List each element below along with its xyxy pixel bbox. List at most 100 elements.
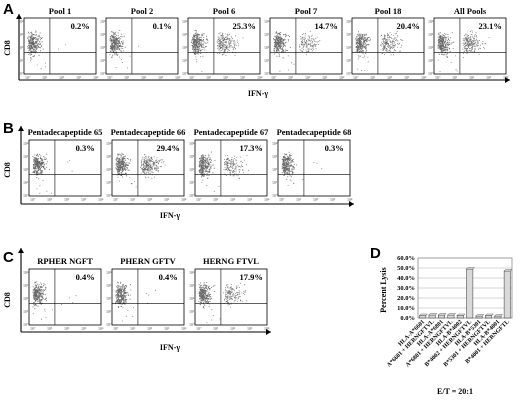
y-tick-label: 10⁴ [189,141,195,146]
x-tick-label: 10¹ [288,75,294,80]
plot-title: Pool 2 [131,6,153,16]
x-tick-label: 10¹ [213,326,219,331]
y-tick-label: 10¹ [18,58,24,63]
x-axis-label: IFN-γ [160,211,180,220]
x-tick-label: 10¹ [42,75,48,80]
y-tick-label: 10⁴ [264,19,270,24]
x-tick-label: 10³ [247,326,253,331]
x-tick-label: 10³ [164,326,170,331]
y-tick-label: 10¹ [346,58,352,63]
x-tick-label: 10² [64,326,70,331]
plot-title: Pentadecapeptide 68 [277,127,352,137]
x-tick-label: 10° [279,197,285,202]
x-tick-label: 10² [313,197,319,202]
y-tick-label: 10³ [106,154,112,159]
bar [494,315,502,319]
x-tick-label: 10⁴ [181,197,187,202]
panel-c: C RPHER NGFT10°10°10¹10¹10²10²10³10³10⁴10… [3,248,271,352]
x-tick-label: 10² [305,75,311,80]
x-tick-label: 10⁴ [264,326,270,331]
flow-plot-b-3: 10°10° 10¹ 10¹ 10² 10² 10³ 10³ 10⁴ 10⁴ [272,139,353,202]
x-tick-label: 10° [30,326,36,331]
bar [485,315,492,319]
x-tick-label: 10² [387,75,393,80]
flow-plot-a-2: 10°10° 10¹ 10¹ 10² 10² 10³ 10³ 10⁴ 10⁴ [182,17,263,80]
quadrant-percent: 0.4% [76,272,95,282]
arrow-head-icon [18,126,24,131]
x-tick-label: 10³ [404,75,410,80]
panel-b: B Pentadecapeptide 6510°10°10¹10¹10²10²10… [3,120,354,220]
y-tick-label: 10° [23,322,29,327]
plot-title: Pentadecapeptide 65 [28,127,103,137]
x-tick-label: 10⁴ [181,326,187,331]
y-tick-label: 10° [106,193,112,198]
x-tick-label: 10¹ [130,197,136,202]
y-tick-label: 10² [182,45,188,50]
y-tick-label: 10¹ [106,309,112,314]
y-tick-label: 10⁴ [346,19,352,24]
y-tick-label: 10³ [23,154,29,159]
y-tick-label: 10° [106,322,112,327]
y-tick-label: 10° [272,193,278,198]
flow-plot-b-1: 10°10° 10¹ 10¹ 10² 10² 10³ 10³ 10⁴ 10⁴ [106,139,187,202]
plot-title: PHERN GFTV [120,256,176,266]
quadrant-percent: 23.1% [478,21,501,31]
y-tick-label: 10° [18,71,24,76]
x-tick-label: 10² [469,75,475,80]
panel-label: A [3,1,14,18]
x-tick-label: 10³ [81,197,87,202]
y-tick-label: 0.0% [400,315,415,322]
y-tick-label: 10² [189,296,195,301]
y-tick-label: 10³ [23,283,29,288]
bar-top [475,314,485,317]
y-tick-label: 10⁴ [272,141,278,146]
bar [503,270,511,319]
bar [419,315,427,319]
x-axis-label: IFN-γ [248,89,268,98]
y-tick-label: 10³ [100,32,106,37]
plot-title: All Pools [454,6,487,16]
y-tick-label: 10° [182,71,188,76]
y-tick-label: 10° [189,193,195,198]
et-ratio-note: E/T = 20:1 [437,387,473,396]
quadrant-percent: 0.3% [76,143,95,153]
arrow-head-icon [349,201,354,207]
plot-title: Pentadecapeptide 67 [194,127,270,137]
y-tick-label: 10° [100,71,106,76]
x-tick-label: 10³ [247,197,253,202]
y-tick-label: 60.0% [397,255,415,262]
x-tick-label: 10° [107,75,113,80]
plot-title: Pool 18 [375,6,402,16]
quadrant-percent: 20.4% [396,21,419,31]
panel-label: D [370,245,381,262]
bar-top [437,313,447,316]
bar-top [419,313,428,316]
x-tick-label: 10⁴ [93,75,99,80]
y-tick-label: 10³ [264,32,270,37]
quadrant-percent: 0.1% [153,21,172,31]
x-tick-label: 10° [353,75,359,80]
plot-title: Pool 6 [213,6,235,16]
x-tick-label: 10¹ [47,197,53,202]
y-tick-label: 10² [23,167,29,172]
y-tick-label: 10⁴ [23,141,29,146]
y-tick-label: 10² [189,167,195,172]
x-tick-label: 10³ [322,75,328,80]
plot-title: RPHER NGFT [37,256,93,266]
y-tick-label: 10² [23,296,29,301]
bar [456,315,464,319]
plot-title: Pentadecapeptide 66 [111,127,186,137]
y-tick-label: 10³ [18,32,24,37]
bar [475,315,483,319]
x-tick-label: 10¹ [130,326,136,331]
x-tick-label: 10² [141,75,147,80]
plot-title: HERNG FTVL [203,256,259,266]
x-tick-label: 10³ [158,75,164,80]
x-tick-label: 10⁴ [257,75,263,80]
x-tick-label: 10¹ [296,197,302,202]
bar [428,314,436,319]
x-tick-label: 10³ [76,75,82,80]
y-tick-label: 10¹ [23,180,29,185]
